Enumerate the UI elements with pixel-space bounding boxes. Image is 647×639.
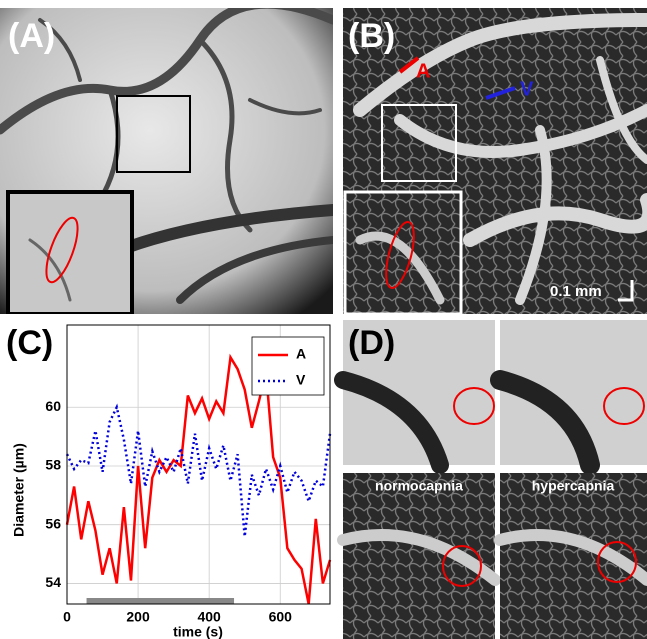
condition-label: hypercapnia xyxy=(532,478,615,494)
x-tick-label: 0 xyxy=(63,609,71,625)
y-axis-title: Diameter (µm) xyxy=(11,443,27,537)
x-tick-label: 400 xyxy=(197,609,221,625)
stimulus-bar xyxy=(87,598,234,604)
x-tick-label: 600 xyxy=(269,609,293,625)
panel-label: (C) xyxy=(6,324,53,362)
y-tick-label: 54 xyxy=(45,574,61,590)
panel-label: (A) xyxy=(8,17,55,55)
legend-label: A xyxy=(296,346,306,362)
panel-label: (D) xyxy=(348,324,395,362)
legend-label: V xyxy=(296,372,306,388)
x-tick-label: 200 xyxy=(126,609,150,625)
y-tick-label: 58 xyxy=(45,457,61,473)
scale-label: 0.1 mm xyxy=(550,283,602,300)
y-tick-label: 56 xyxy=(45,515,61,531)
figure: (A) (B) A V 0.1 mm (D) normocapnia hyper… xyxy=(0,0,647,639)
x-axis-title: time (s) xyxy=(173,624,223,639)
y-tick-label: 60 xyxy=(45,398,61,414)
vein-label: V xyxy=(520,78,534,100)
condition-label: normocapnia xyxy=(375,478,463,494)
panel-label: (B) xyxy=(348,17,395,55)
legend xyxy=(252,337,324,395)
artery-label: A xyxy=(416,60,430,82)
